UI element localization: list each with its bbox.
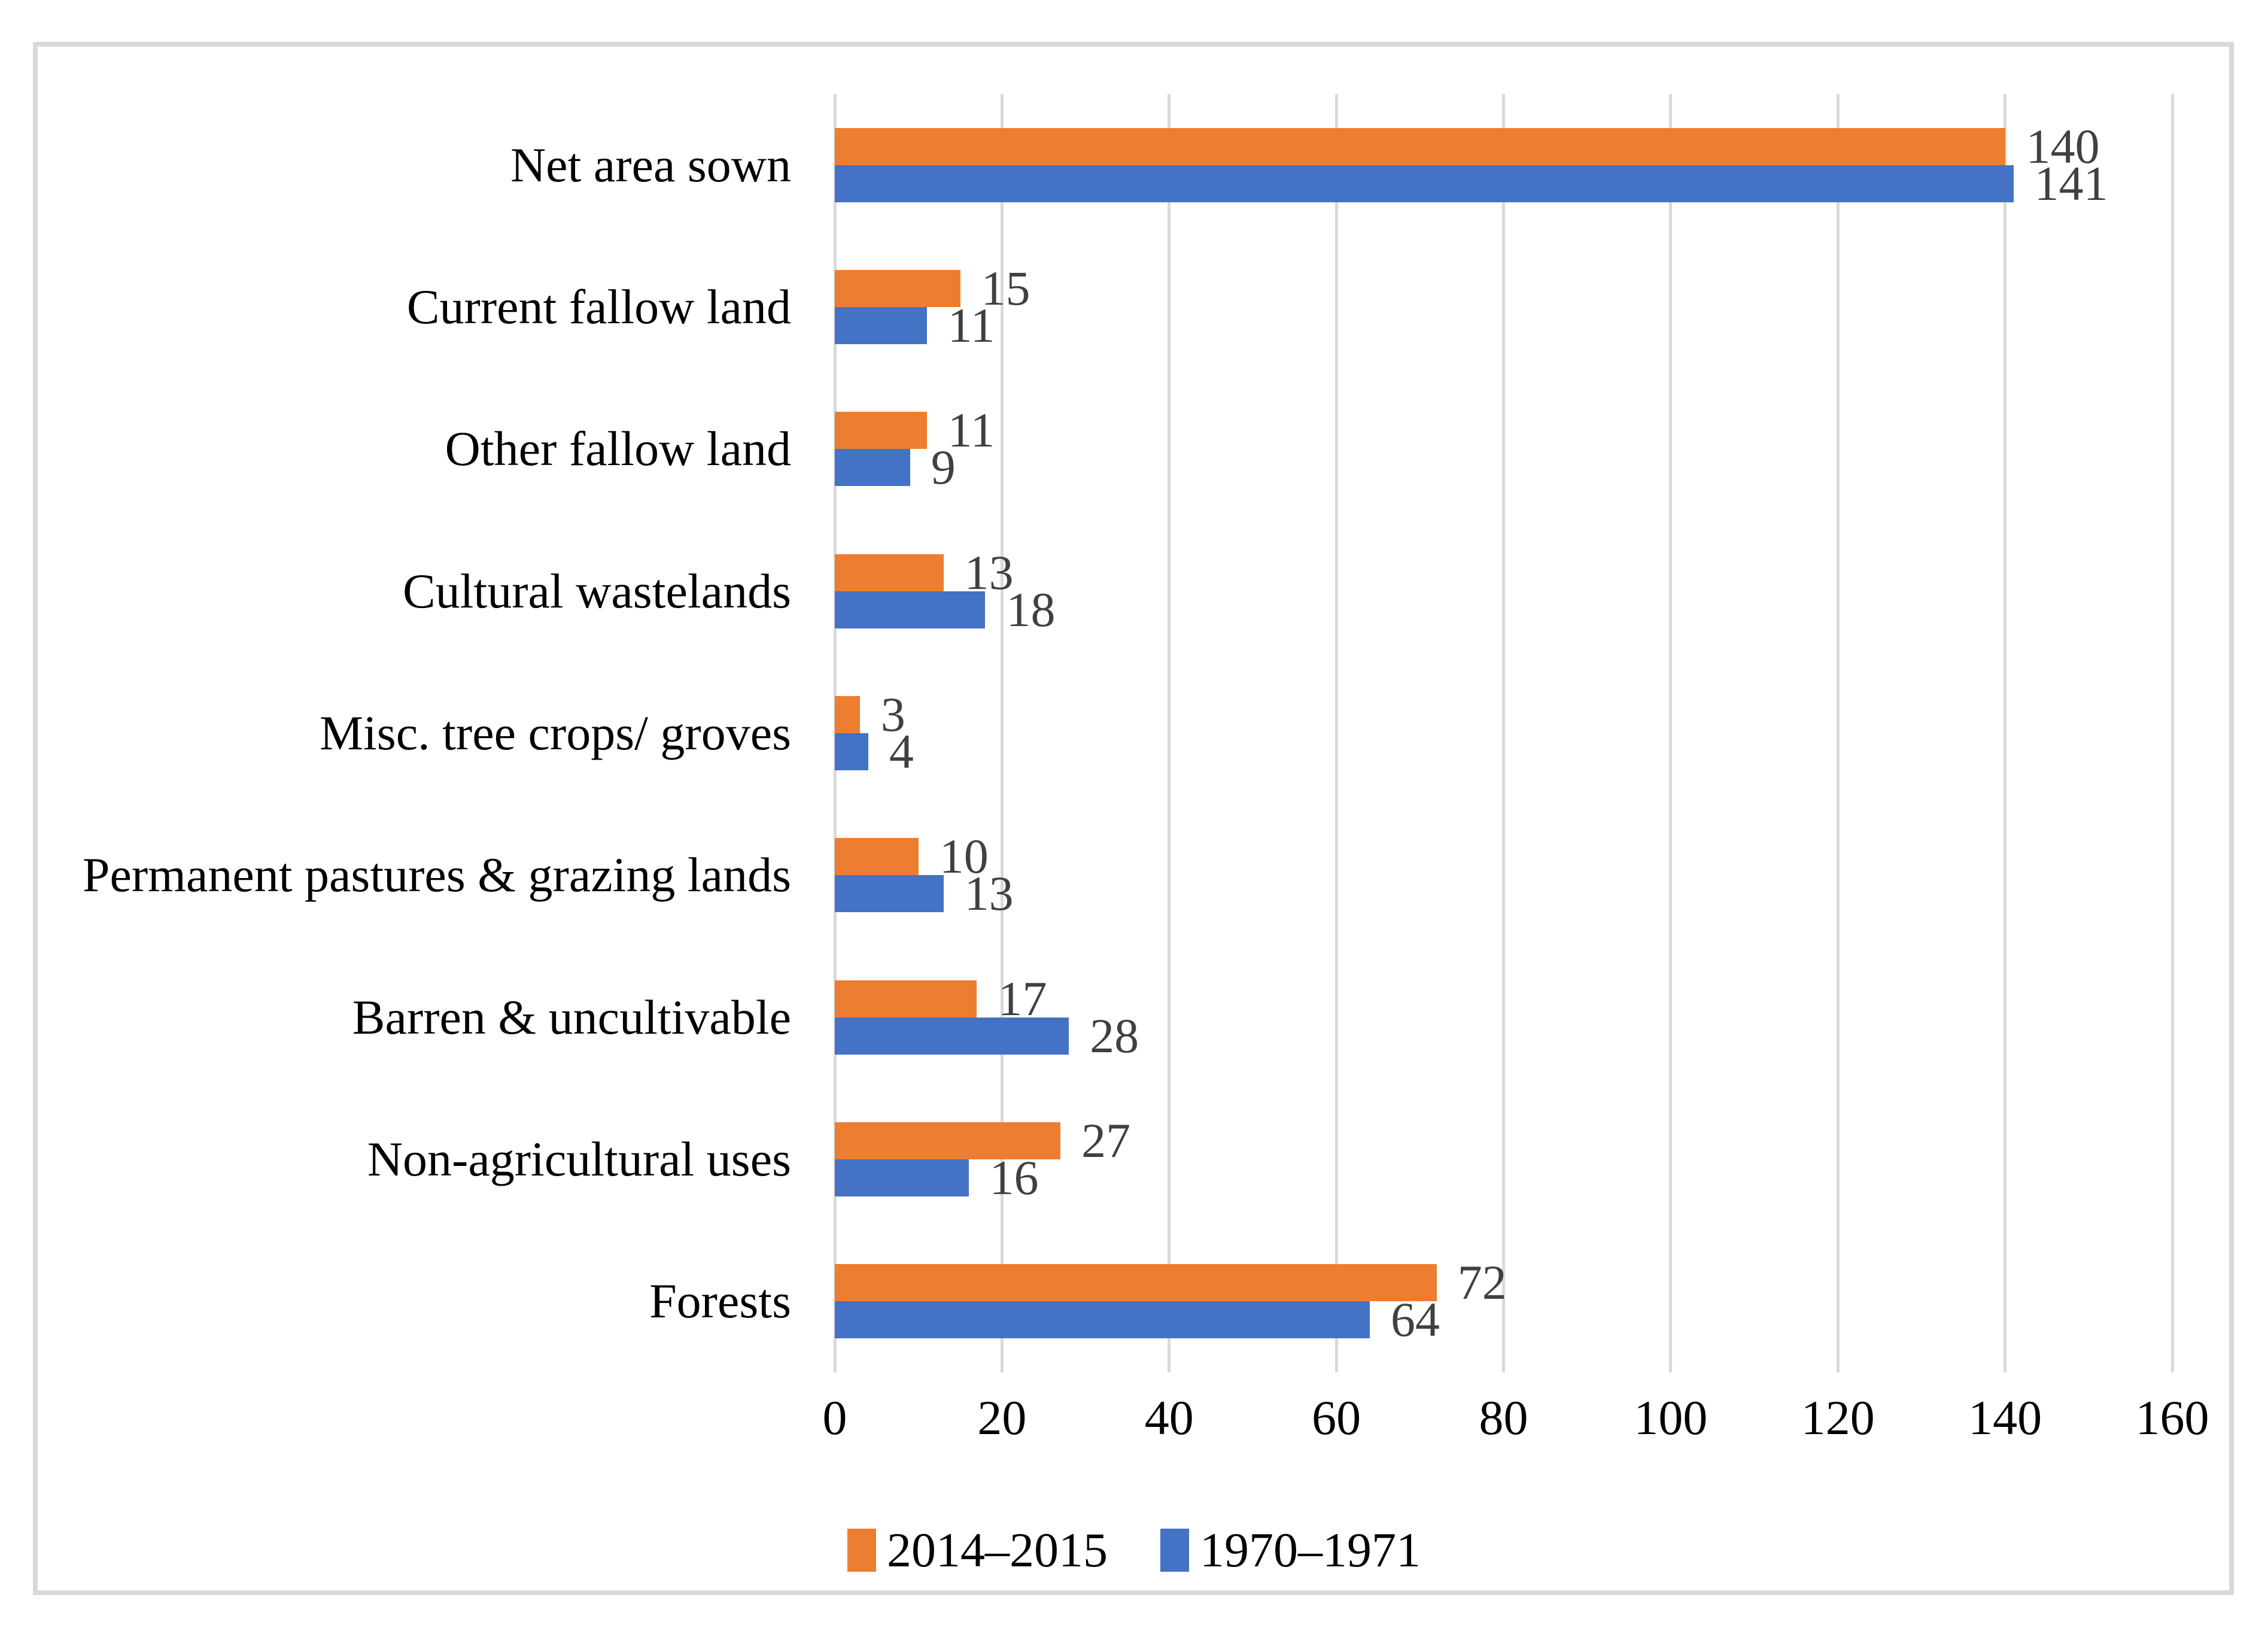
bar-1970–1971-Cultural wastelands bbox=[835, 591, 986, 628]
x-tick-label: 0 bbox=[822, 1390, 847, 1445]
x-tick-label: 20 bbox=[977, 1390, 1027, 1445]
bar-1970–1971-Misc. tree crops/ groves bbox=[835, 733, 868, 770]
bar-2014–2015-Forests bbox=[835, 1264, 1437, 1302]
bar-2014–2015-Current fallow land bbox=[835, 270, 960, 307]
value-label: 64 bbox=[1391, 1292, 1440, 1347]
x-tick-label: 40 bbox=[1144, 1390, 1194, 1445]
gridline-x-160 bbox=[2170, 94, 2174, 1372]
bar-1970–1971-Non-agricultural uses bbox=[835, 1159, 969, 1196]
value-label: 141 bbox=[2034, 156, 2108, 211]
value-label: 13 bbox=[964, 545, 1014, 600]
bar-2014–2015-Other fallow land bbox=[835, 412, 927, 449]
value-label: 18 bbox=[1006, 582, 1056, 637]
gridline-x-80 bbox=[1502, 94, 1505, 1372]
category-label: Forests bbox=[649, 1274, 791, 1329]
category-label: Current fallow land bbox=[406, 279, 791, 334]
legend-swatch-series-1 bbox=[847, 1529, 876, 1572]
bar-2014–2015-Cultural wastelands bbox=[835, 554, 944, 591]
legend-label-series-1: 2014–2015 bbox=[887, 1523, 1108, 1577]
x-tick-label: 160 bbox=[2135, 1390, 2209, 1445]
bar-2014–2015-Net area sown bbox=[835, 127, 2005, 165]
value-label: 11 bbox=[947, 403, 995, 458]
bar-1970–1971-Forests bbox=[835, 1301, 1370, 1339]
value-label: 27 bbox=[1081, 1113, 1131, 1168]
gridline-x-100 bbox=[1669, 94, 1673, 1372]
category-label: Misc. tree crops/ groves bbox=[320, 705, 791, 760]
value-label: 28 bbox=[1090, 1008, 1139, 1063]
x-tick-label: 100 bbox=[1634, 1390, 1708, 1445]
value-label: 10 bbox=[939, 829, 989, 884]
bar-1970–1971-Other fallow land bbox=[835, 449, 910, 487]
x-tick-label: 120 bbox=[1801, 1390, 1875, 1445]
value-label: 3 bbox=[880, 687, 905, 742]
category-label: Other fallow land bbox=[445, 421, 791, 476]
legend: 2014–2015 1970–1971 bbox=[0, 1508, 2268, 1592]
category-label: Cultural wastelands bbox=[402, 563, 791, 618]
x-tick-label: 60 bbox=[1312, 1390, 1361, 1445]
gridline-x-40 bbox=[1168, 94, 1171, 1372]
value-label: 11 bbox=[947, 298, 995, 353]
value-label: 4 bbox=[889, 724, 914, 779]
bar-2014–2015-Permanent pastures & grazing lands bbox=[835, 838, 919, 876]
gridline-x-140 bbox=[2003, 94, 2007, 1372]
value-label: 140 bbox=[2026, 119, 2100, 174]
chart-frame: 0 20 40 60 80 100 120 140 160 Net area sown 140 141… bbox=[33, 42, 2234, 1595]
bar-2014–2015-Non-agricultural uses bbox=[835, 1122, 1061, 1159]
bar-1970–1971-Barren & uncultivable bbox=[835, 1017, 1069, 1055]
value-label: 9 bbox=[931, 440, 956, 495]
category-label: Barren & uncultivable bbox=[352, 989, 791, 1044]
value-label: 15 bbox=[981, 261, 1030, 315]
bar-1970–1971-Current fallow land bbox=[835, 307, 927, 344]
gridline-x-20 bbox=[1000, 94, 1004, 1372]
value-label: 13 bbox=[964, 866, 1014, 921]
bar-2014–2015-Barren & uncultivable bbox=[835, 980, 977, 1018]
value-label: 17 bbox=[998, 971, 1047, 1026]
bar-2014–2015-Misc. tree crops/ groves bbox=[835, 696, 860, 733]
legend-item: 1970–1971 bbox=[1160, 1522, 1421, 1578]
legend-swatch-series-2 bbox=[1160, 1529, 1189, 1572]
x-tick-label: 140 bbox=[1968, 1390, 2042, 1445]
bar-1970–1971-Permanent pastures & grazing lands bbox=[835, 875, 944, 913]
category-label: Non-agricultural uses bbox=[367, 1131, 791, 1186]
legend-label-series-2: 1970–1971 bbox=[1200, 1523, 1421, 1577]
bar-1970–1971-Net area sown bbox=[835, 165, 2014, 202]
x-tick-label: 80 bbox=[1479, 1390, 1528, 1445]
category-label: Net area sown bbox=[510, 137, 791, 192]
gridline-x-60 bbox=[1334, 94, 1338, 1372]
legend-item: 2014–2015 bbox=[847, 1522, 1108, 1578]
gridline-x-120 bbox=[1836, 94, 1840, 1372]
category-label: Permanent pastures & grazing lands bbox=[82, 848, 791, 903]
value-label: 72 bbox=[1457, 1255, 1507, 1310]
value-label: 16 bbox=[989, 1150, 1039, 1205]
